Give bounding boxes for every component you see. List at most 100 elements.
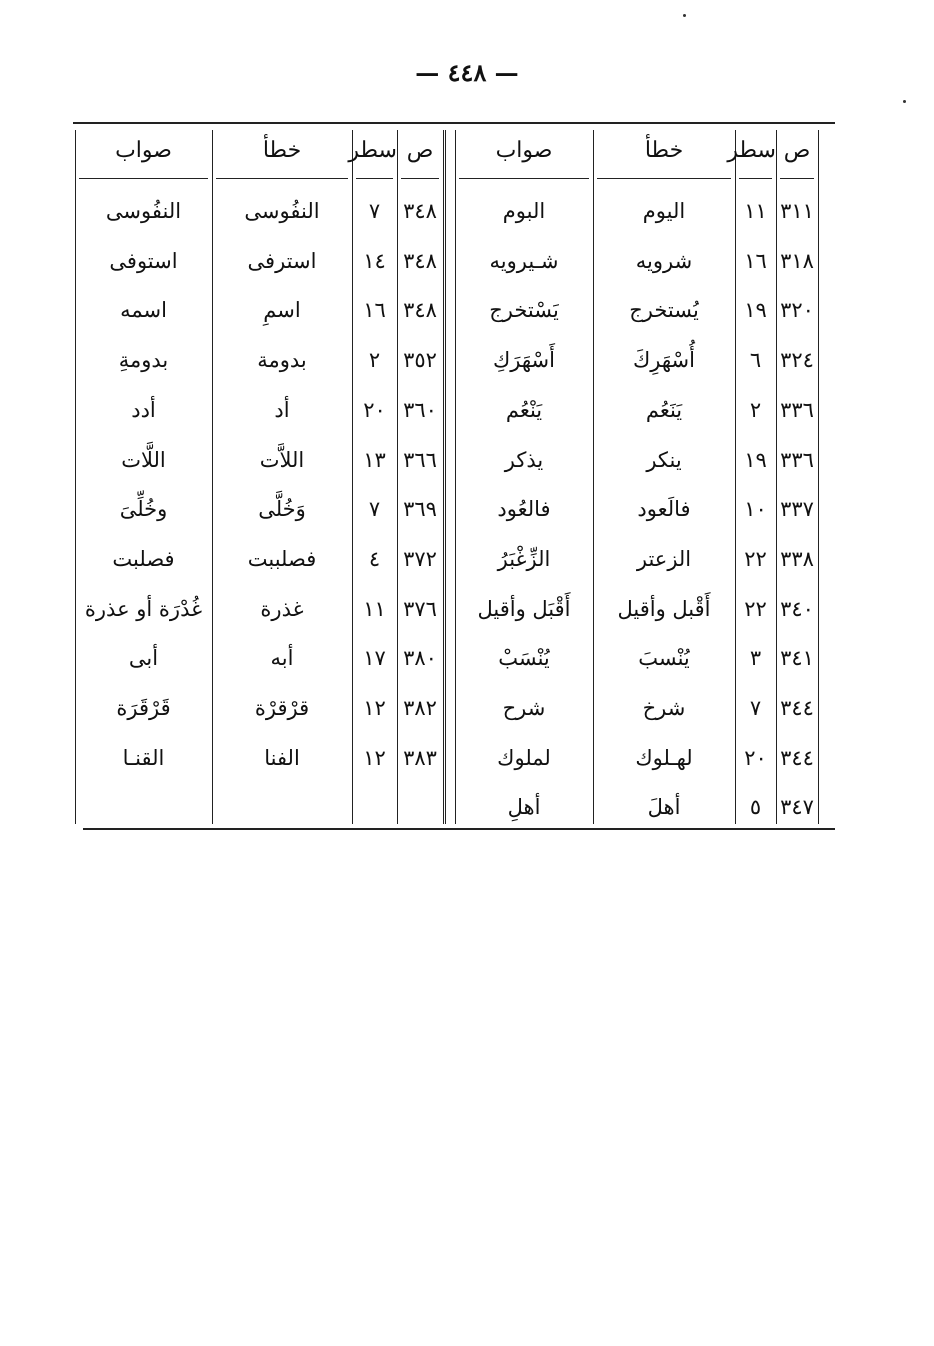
errata-table-left: ص سطر خطأ صواب ٣٤٨ ٧ النفُوسى النفُوسى ٣٤٨ ١٤ استر… bbox=[73, 122, 446, 830]
cell-correct: الزِّغْبَرُ bbox=[497, 546, 551, 571]
cell-page: ٣٦٦ bbox=[403, 447, 437, 472]
column-divider bbox=[776, 130, 777, 824]
header-line: سطر bbox=[727, 138, 776, 163]
cell-line: ١٩ bbox=[744, 298, 767, 323]
cell-correct: وخُلِّىَ bbox=[119, 497, 168, 522]
cell-line: ٢ bbox=[749, 397, 762, 422]
cell-wrong: وَخُلَّى bbox=[258, 497, 306, 522]
cell-wrong: أُسْهَرِكَ bbox=[632, 348, 695, 373]
cell-wrong: أد bbox=[274, 397, 290, 422]
cell-wrong: أَقْبل وأقيل bbox=[617, 596, 711, 621]
cell-page: ٣٣٦ bbox=[780, 397, 814, 422]
cell-line: ٢٠ bbox=[744, 745, 767, 770]
column-divider bbox=[818, 130, 819, 824]
cell-correct: القنـا bbox=[122, 745, 165, 770]
cell-wrong: يُنْسبَ bbox=[638, 646, 690, 671]
cell-correct: يُنْسَبْ bbox=[498, 646, 550, 671]
cell-correct: أَقْبَل وأقيل bbox=[477, 596, 571, 621]
cell-page: ٣١١ bbox=[780, 199, 814, 223]
cell-correct: فالعُود bbox=[497, 497, 551, 522]
errata-table-right: ص سطر خطأ صواب ٣١١ ١١ اليوم البوم ٣١٨ ١٦ شرويه شـير… bbox=[455, 122, 835, 830]
cell-line: ٤ bbox=[368, 546, 381, 571]
cell-page: ٣٦٠ bbox=[403, 397, 437, 422]
header-line: سطر bbox=[348, 138, 397, 163]
cell-page: ٣٦٩ bbox=[403, 497, 437, 522]
cell-line: ٢٠ bbox=[363, 397, 386, 422]
cell-correct: البوم bbox=[502, 199, 546, 223]
header-underline bbox=[597, 178, 731, 179]
table-bottom-rule bbox=[83, 828, 835, 830]
cell-correct: شرح bbox=[502, 696, 546, 720]
column-divider bbox=[593, 130, 594, 824]
cell-line: ٧ bbox=[749, 696, 762, 720]
cell-correct: يذكر bbox=[504, 447, 544, 472]
cell-correct: استوفى bbox=[109, 248, 178, 273]
cell-wrong: بدومة bbox=[257, 348, 307, 373]
cell-wrong: شرخ bbox=[642, 696, 686, 720]
cell-line: ١١ bbox=[744, 199, 767, 223]
cell-line: ٣ bbox=[749, 646, 762, 671]
header-underline bbox=[780, 178, 814, 179]
cell-correct: أَسْهَرَكِ bbox=[492, 348, 555, 373]
cell-line: ٧ bbox=[368, 199, 381, 223]
header-page: ص bbox=[783, 138, 811, 163]
cell-correct: قَرْقَرَة bbox=[116, 696, 171, 720]
cell-wrong: اسمِ bbox=[263, 298, 301, 323]
cell-line: ١٤ bbox=[363, 248, 386, 273]
cell-wrong: ينكر bbox=[646, 447, 682, 472]
cell-page: ٣٤٤ bbox=[780, 696, 814, 720]
header-wrong: خطأ bbox=[644, 138, 684, 163]
cell-correct: لملوك bbox=[497, 745, 551, 770]
cell-wrong: فالَعود bbox=[637, 497, 691, 522]
header-page: ص bbox=[406, 138, 434, 163]
cell-page: ٣٧٢ bbox=[403, 546, 437, 571]
header-underline bbox=[459, 178, 589, 179]
header-correct: صواب bbox=[495, 138, 553, 163]
column-divider bbox=[397, 130, 398, 824]
scan-speck bbox=[683, 14, 686, 17]
cell-line: ٢٢ bbox=[744, 546, 767, 571]
cell-line: ٢ bbox=[368, 348, 381, 373]
column-divider bbox=[735, 130, 736, 824]
cell-correct: بدومةِ bbox=[118, 348, 169, 373]
cell-line: ٦ bbox=[749, 348, 762, 373]
cell-page: ٣٣٦ bbox=[780, 447, 814, 472]
cell-wrong: النفُوسى bbox=[244, 199, 320, 223]
cell-page: ٣٨٠ bbox=[403, 646, 437, 671]
cell-wrong: اللاَّت bbox=[259, 447, 305, 472]
cell-correct: فصلبت bbox=[112, 546, 175, 571]
cell-page: ٣٨٣ bbox=[403, 745, 437, 770]
cell-wrong: الزعتر bbox=[636, 546, 692, 571]
cell-line: ١٦ bbox=[363, 298, 386, 323]
cell-wrong: شرويه bbox=[635, 248, 693, 273]
cell-wrong: قرْقرْة bbox=[254, 696, 310, 720]
cell-page: ٣٣٨ bbox=[780, 546, 814, 571]
cell-page: ٣٨٢ bbox=[403, 696, 437, 720]
header-wrong: خطأ bbox=[262, 138, 302, 163]
scan-speck bbox=[903, 100, 906, 103]
column-divider bbox=[75, 130, 76, 824]
column-divider bbox=[445, 130, 446, 824]
table-top-rule bbox=[73, 122, 835, 124]
column-divider bbox=[443, 130, 444, 824]
cell-page: ٣١٨ bbox=[780, 248, 814, 273]
cell-line: ٧ bbox=[368, 497, 381, 522]
cell-line: ١٢ bbox=[363, 745, 386, 770]
cell-wrong: يُستخرج bbox=[629, 298, 699, 323]
cell-line: ٥ bbox=[749, 795, 762, 820]
cell-wrong: لهـلوك bbox=[635, 745, 693, 770]
cell-correct: اللَّات bbox=[121, 447, 166, 472]
column-divider bbox=[352, 130, 353, 824]
cell-page: ٣٤٨ bbox=[403, 199, 437, 223]
column-divider bbox=[455, 130, 456, 824]
cell-line: ١٠ bbox=[744, 497, 767, 522]
page-number: — ٤٤٨ — bbox=[415, 58, 519, 87]
header-underline bbox=[216, 178, 348, 179]
cell-correct: أبى bbox=[128, 646, 159, 671]
cell-line: ٢٢ bbox=[744, 596, 767, 621]
cell-page: ٣٥٢ bbox=[403, 348, 437, 373]
cell-correct: أهلِ bbox=[507, 795, 541, 820]
cell-correct: شـيرويه bbox=[489, 248, 559, 273]
cell-page: ٣٢٠ bbox=[780, 298, 814, 323]
cell-line: ١٢ bbox=[363, 696, 386, 720]
